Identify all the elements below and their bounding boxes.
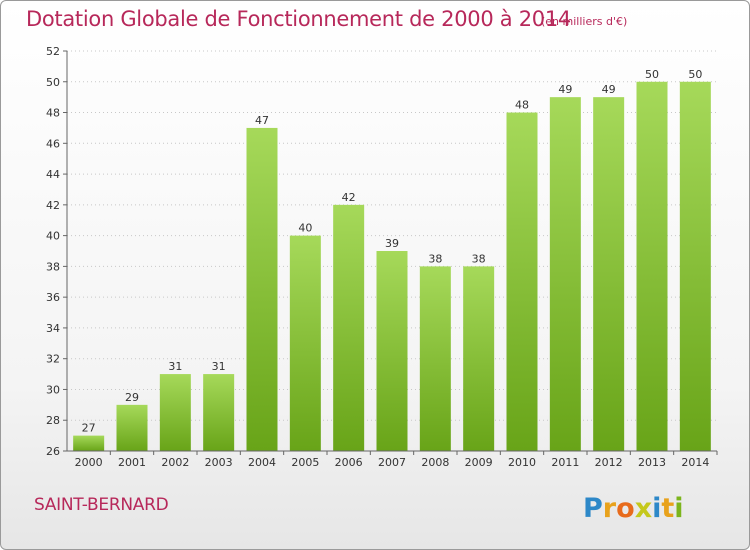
data-label: 47 [255, 114, 269, 127]
data-label: 40 [298, 222, 312, 235]
x-tick-label: 2003 [205, 456, 233, 469]
data-label: 49 [558, 83, 572, 96]
data-label: 42 [342, 191, 356, 204]
x-tick-label: 2007 [378, 456, 406, 469]
bar [203, 374, 235, 451]
x-tick-label: 2004 [248, 456, 276, 469]
y-tick-label: 44 [46, 168, 60, 181]
bar [289, 235, 321, 451]
bars: 27 29 31 31 47 40 42 39 38 38 48 49 49 50 50 [73, 68, 711, 452]
y-tick-label: 30 [46, 383, 60, 396]
y-tick-label: 32 [46, 353, 60, 366]
y-tick-label: 48 [46, 107, 60, 120]
unit-note: (en milliers d'€) [541, 15, 628, 28]
data-label: 31 [168, 360, 182, 373]
data-label: 27 [82, 422, 96, 435]
bar [159, 374, 191, 451]
y-tick-label: 40 [46, 230, 60, 243]
svg-text:Proxiti: Proxiti [583, 493, 684, 524]
data-label: 49 [602, 83, 616, 96]
data-label: 29 [125, 391, 139, 404]
bar [333, 204, 365, 451]
bar [593, 97, 625, 452]
x-tick-label: 2010 [508, 456, 536, 469]
chart-title: Dotation Globale de Fonctionnement de 20… [26, 7, 571, 31]
bar [636, 81, 668, 452]
y-tick-label: 46 [46, 137, 60, 150]
bar [116, 404, 148, 451]
bar [376, 251, 408, 451]
bar [679, 81, 711, 452]
x-tick-label: 2009 [465, 456, 493, 469]
data-label: 38 [472, 252, 486, 265]
bar [549, 97, 581, 452]
data-label: 38 [428, 252, 442, 265]
axes: 26 28 30 32 34 36 38 40 42 44 46 48 50 52 2000 2001 2002… [46, 45, 718, 469]
data-label: 48 [515, 99, 529, 112]
y-tick-label: 52 [46, 45, 60, 58]
x-tick-label: 2012 [595, 456, 623, 469]
proxiti-logo: Proxiti [583, 493, 684, 524]
x-tick-label: 2008 [421, 456, 449, 469]
x-tick-label: 2002 [161, 456, 189, 469]
x-tick-label: 2001 [118, 456, 146, 469]
x-tick-label: 2013 [638, 456, 666, 469]
y-tick-label: 26 [46, 445, 60, 458]
x-tick-label: 2014 [681, 456, 709, 469]
bar [419, 266, 451, 451]
y-tick-label: 38 [46, 260, 60, 273]
bar [463, 266, 495, 451]
x-tick-label: 2011 [551, 456, 579, 469]
x-tick-label: 2006 [335, 456, 363, 469]
bar [73, 435, 105, 451]
y-tick-label: 28 [46, 414, 60, 427]
x-tick-label: 2000 [75, 456, 103, 469]
place-name: SAINT-BERNARD [34, 495, 169, 515]
data-label: 50 [645, 68, 659, 81]
data-label: 39 [385, 237, 399, 250]
data-label: 50 [688, 68, 702, 81]
y-tick-label: 50 [46, 76, 60, 89]
data-label: 31 [212, 360, 226, 373]
bar [506, 112, 538, 452]
y-tick-label: 42 [46, 199, 60, 212]
y-tick-label: 36 [46, 291, 60, 304]
x-tick-label: 2005 [291, 456, 319, 469]
bar [246, 127, 278, 451]
y-tick-label: 34 [46, 322, 60, 335]
